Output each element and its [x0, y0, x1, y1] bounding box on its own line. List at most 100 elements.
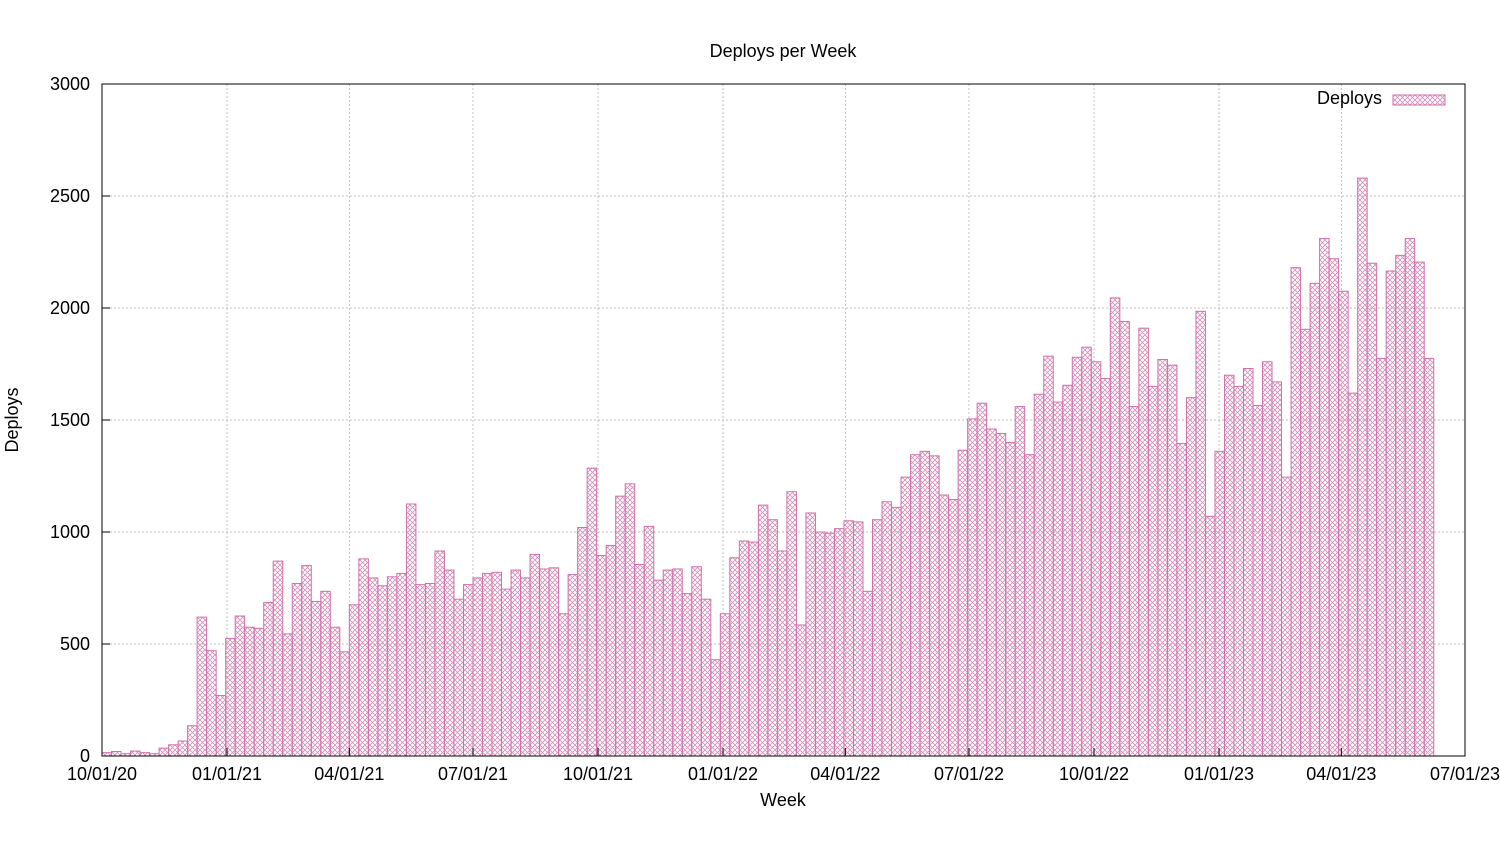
bar — [1109, 297, 1121, 757]
bar — [329, 626, 341, 757]
bar — [938, 494, 950, 757]
y-tick-label: 0 — [80, 746, 90, 766]
bar — [453, 598, 464, 757]
bar — [615, 495, 626, 757]
legend: Deploys — [1317, 88, 1446, 108]
y-axis-label: Deploys — [2, 387, 22, 452]
bar — [272, 560, 284, 757]
bar — [710, 659, 721, 757]
bar — [948, 499, 959, 757]
bar — [548, 567, 560, 757]
bar — [320, 590, 331, 757]
x-tick-label: 07/01/22 — [934, 764, 1004, 784]
bar — [786, 491, 797, 757]
bar — [681, 593, 693, 757]
bar — [1262, 361, 1273, 757]
bar — [1366, 262, 1378, 757]
bar — [348, 604, 360, 757]
bar — [881, 501, 893, 757]
bar — [910, 454, 921, 757]
bar — [1185, 397, 1197, 757]
bar — [919, 450, 931, 757]
bar — [491, 571, 503, 757]
bar — [900, 476, 912, 757]
bar — [396, 572, 407, 757]
bar — [291, 583, 303, 757]
bar — [1414, 261, 1425, 757]
bar — [1281, 476, 1292, 757]
bar — [101, 752, 113, 757]
x-tick-label: 07/01/23 — [1430, 764, 1500, 784]
bar — [1100, 378, 1111, 757]
bar — [852, 521, 864, 757]
bar — [1404, 238, 1416, 757]
bar — [1138, 327, 1149, 757]
bar — [215, 695, 227, 757]
bar — [833, 528, 845, 757]
bar — [1195, 310, 1206, 757]
x-tick-label: 04/01/23 — [1306, 764, 1376, 784]
x-tick-label: 01/01/23 — [1184, 764, 1254, 784]
bar — [814, 531, 826, 757]
bar — [1157, 359, 1168, 757]
bar — [672, 568, 683, 757]
bar — [1052, 401, 1064, 757]
bar — [367, 577, 379, 757]
bar — [1062, 384, 1073, 757]
y-tick-label: 2000 — [50, 298, 90, 318]
bar — [225, 637, 236, 757]
bar — [481, 572, 493, 757]
bar — [1223, 374, 1235, 757]
bar — [729, 557, 740, 757]
bar — [558, 613, 569, 757]
bar — [1328, 258, 1340, 757]
bar — [1204, 515, 1216, 757]
bar — [1385, 270, 1397, 757]
bar — [757, 504, 769, 757]
bar — [1233, 385, 1244, 757]
bar — [434, 550, 445, 757]
bar — [1290, 267, 1302, 757]
bar — [177, 740, 189, 757]
bar — [1242, 367, 1254, 757]
x-tick-label: 04/01/22 — [810, 764, 880, 784]
bar — [719, 613, 731, 757]
bar — [520, 577, 531, 757]
bar — [1024, 454, 1035, 757]
bar — [415, 584, 426, 757]
bar — [1214, 450, 1225, 757]
bar — [957, 449, 969, 757]
x-tick-label: 10/01/20 — [67, 764, 137, 784]
x-tick-label: 01/01/22 — [688, 764, 758, 784]
bar — [805, 512, 816, 757]
bar — [929, 455, 940, 757]
bar — [1014, 406, 1026, 757]
bar — [111, 751, 122, 757]
bar — [738, 540, 750, 757]
bar — [577, 527, 588, 757]
bar — [976, 402, 988, 757]
bar — [206, 650, 217, 757]
bar — [282, 633, 293, 757]
bar — [862, 590, 874, 757]
bar — [187, 725, 198, 757]
bar — [1338, 290, 1349, 757]
bar — [1090, 361, 1102, 757]
y-tick-label: 2500 — [50, 186, 90, 206]
bar — [1319, 238, 1330, 757]
bar — [891, 506, 902, 757]
bar — [139, 752, 151, 757]
bar — [339, 651, 350, 757]
bar — [263, 602, 274, 757]
bar — [653, 579, 664, 757]
bar — [748, 541, 759, 757]
bar — [377, 585, 388, 757]
bar — [1043, 355, 1054, 757]
bar — [872, 519, 883, 757]
bar — [1071, 356, 1083, 757]
bar — [1119, 320, 1130, 757]
bar — [130, 750, 141, 757]
chart-title: Deploys per Week — [710, 41, 858, 61]
tick-labels: 0 500 1000 1500 2000 2500 3000 10/01/20 01/01/21… — [50, 74, 1500, 784]
